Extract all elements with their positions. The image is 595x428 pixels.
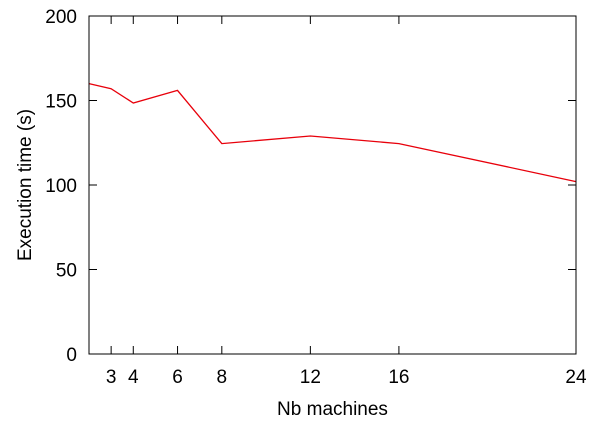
y-tick-label: 200	[45, 7, 77, 28]
y-tick-label: 0	[66, 345, 77, 366]
x-tick-label: 16	[388, 367, 409, 388]
plot-frame	[88, 15, 577, 355]
y-tick-label: 100	[45, 176, 77, 197]
y-tick-label: 150	[45, 92, 77, 113]
x-tick-label: 24	[565, 367, 587, 388]
x-tick-label: 6	[172, 367, 183, 388]
x-tick-label: 3	[106, 367, 117, 388]
x-axis-title: Nb machines	[277, 399, 388, 420]
y-tick-label: 50	[56, 261, 77, 282]
x-tick-label: 4	[128, 367, 139, 388]
series-layer	[88, 82, 577, 183]
tick-labels-layer: 0 50 100 150 200 3 4 6 8 12 16 24	[45, 7, 587, 388]
ticks-layer	[89, 15, 577, 355]
y-axis-title: Execution time (s)	[15, 109, 36, 261]
series-line	[88, 82, 577, 183]
x-tick-label: 8	[217, 367, 228, 388]
x-tick-label: 12	[300, 367, 321, 388]
